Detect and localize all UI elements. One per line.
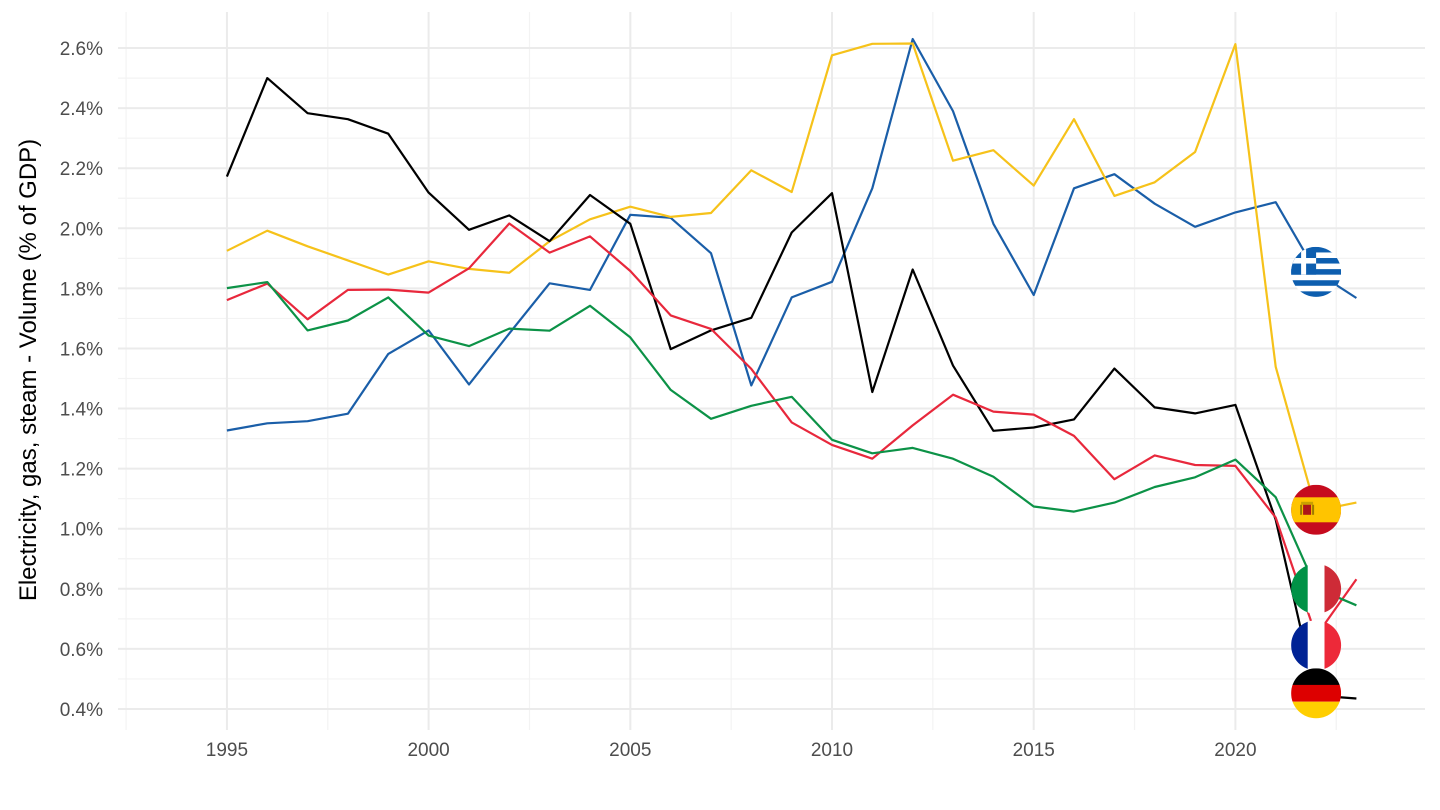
y-tick-label: 0.8% bbox=[60, 580, 103, 601]
y-tick-label: 1.6% bbox=[60, 339, 103, 360]
y-tick-label: 0.4% bbox=[60, 700, 103, 721]
x-tick-label: 2020 bbox=[1214, 740, 1256, 761]
x-tick-label: 2000 bbox=[407, 740, 449, 761]
y-tick-label: 1.4% bbox=[60, 400, 103, 421]
x-tick-label: 2015 bbox=[1013, 740, 1055, 761]
y-tick-label: 2.0% bbox=[60, 219, 103, 240]
series-line-spain bbox=[226, 42, 1357, 512]
y-tick-label: 2.2% bbox=[60, 159, 103, 180]
series-line-greece bbox=[226, 37, 1357, 432]
y-tick-label: 1.8% bbox=[60, 279, 103, 300]
y-tick-label: 0.6% bbox=[60, 640, 103, 661]
flag-legend bbox=[1291, 246, 1342, 719]
series-line-france bbox=[226, 222, 1358, 638]
x-axis-ticks: 1995 2000 2005 2010 2015 2020 bbox=[206, 740, 1257, 761]
series-line-italy bbox=[226, 281, 1357, 607]
x-tick-label: 2010 bbox=[811, 740, 853, 761]
flag-germany-icon bbox=[1291, 668, 1342, 719]
flag-greece-icon bbox=[1291, 246, 1342, 297]
y-tick-label: 2.4% bbox=[60, 99, 103, 120]
y-axis-ticks: 0.4% 0.6% 0.8% 1.0% 1.2% 1.4% 1.6% 1.8% 2.0% 2.2%… bbox=[60, 39, 103, 721]
major-gridlines bbox=[118, 12, 1425, 730]
y-tick-label: 1.2% bbox=[60, 460, 103, 481]
y-tick-label: 1.0% bbox=[60, 520, 103, 541]
y-tick-label: 2.6% bbox=[60, 39, 103, 60]
flag-france-icon bbox=[1291, 620, 1342, 671]
x-tick-label: 2005 bbox=[609, 740, 651, 761]
x-tick-label: 1995 bbox=[206, 740, 248, 761]
flag-spain-icon bbox=[1291, 484, 1342, 535]
flag-italy-icon bbox=[1291, 563, 1342, 614]
series-lines bbox=[225, 37, 1358, 700]
y-axis-title: Electricity, gas, steam - Volume (% of G… bbox=[15, 139, 42, 601]
series-line-germany bbox=[225, 76, 1357, 700]
minor-gridlines bbox=[118, 12, 1425, 730]
